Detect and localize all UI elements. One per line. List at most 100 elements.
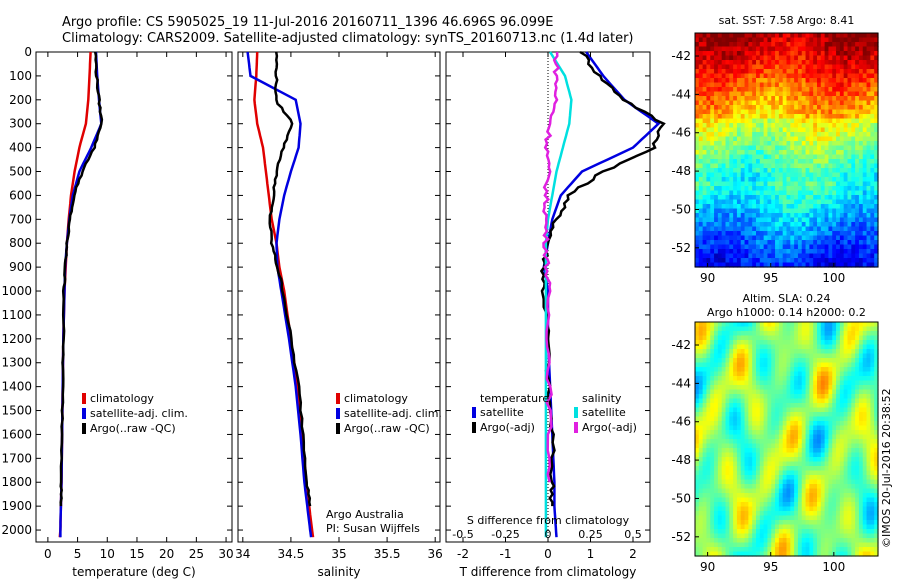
heatmap-cell (790, 520, 795, 526)
heatmap-cell (740, 154, 746, 160)
heatmap-cell (710, 190, 715, 196)
heatmap-cell (809, 51, 814, 57)
heatmap-cell (775, 190, 780, 196)
heatmap-cell (870, 222, 875, 228)
heatmap-cell (855, 394, 860, 400)
heatmap-cell (759, 358, 765, 364)
heatmap-cell (733, 235, 738, 241)
heatmap-cell (744, 547, 749, 553)
heatmap-cell (832, 385, 837, 391)
heatmap-cell (870, 181, 875, 187)
heatmap-cell (839, 37, 845, 43)
heatmap-cell (763, 461, 769, 467)
heatmap-cell (824, 488, 830, 494)
heatmap-cell (778, 141, 784, 147)
heatmap-cell (725, 412, 730, 418)
heatmap-cell (714, 123, 719, 129)
heatmap-cell (717, 258, 723, 264)
heatmap-cell (843, 105, 849, 111)
heatmap-cell (752, 235, 757, 241)
heatmap-cell (786, 520, 791, 526)
heatmap-cell (756, 452, 761, 458)
heatmap-cell (698, 109, 704, 115)
heatmap-cell (702, 33, 708, 39)
heatmap-cell (828, 371, 833, 377)
y-tick-label: -44 (671, 87, 691, 101)
heatmap-cell (759, 466, 765, 472)
heatmap-cell (828, 385, 833, 391)
heatmap-cell (767, 177, 772, 183)
heatmap-cell (775, 141, 780, 147)
heatmap-cell (786, 497, 791, 503)
heatmap-cell (756, 488, 761, 494)
heatmap-cell (725, 457, 730, 463)
heatmap-cell (736, 524, 742, 530)
heatmap-cell (851, 64, 856, 70)
heatmap-cell (725, 172, 730, 178)
heatmap-cell (763, 244, 769, 250)
heatmap-cell (740, 403, 746, 409)
secondary-x-tick-label: -0.5 (452, 528, 473, 541)
heatmap-cell (725, 87, 730, 93)
heatmap-cell (698, 358, 704, 364)
heatmap-cell (832, 190, 837, 196)
heatmap-cell (756, 100, 761, 106)
heatmap-cell (805, 235, 810, 241)
heatmap-cell (809, 177, 814, 183)
heatmap-cell (855, 231, 860, 237)
heatmap-cell (828, 258, 833, 264)
heatmap-cell (847, 118, 852, 124)
heatmap-cell (801, 322, 807, 328)
heatmap-cell (714, 389, 719, 395)
legend-entry: satellite (582, 406, 626, 419)
heatmap-cell (725, 109, 730, 115)
heatmap-cell (847, 358, 852, 364)
heatmap-cell (836, 448, 841, 454)
heatmap-cell (736, 199, 742, 205)
heatmap-cell (702, 376, 708, 382)
heatmap-cell (721, 349, 727, 355)
heatmap-cell (771, 55, 776, 61)
heatmap-cell (797, 159, 803, 165)
heatmap-cell (706, 87, 711, 93)
heatmap-cell (851, 452, 856, 458)
heatmap-cell (805, 231, 810, 237)
heatmap-cell (843, 362, 849, 368)
heatmap-cell (721, 380, 727, 386)
heatmap-cell (740, 461, 746, 467)
heatmap-cell (805, 457, 810, 463)
heatmap-cell (824, 96, 830, 102)
heatmap-cell (820, 213, 826, 219)
heatmap-cell (809, 213, 814, 219)
heatmap-cell (862, 231, 868, 237)
heatmap-cell (839, 132, 845, 138)
heatmap-cell (820, 240, 826, 246)
heatmap-cell (714, 208, 719, 214)
heatmap-cell (771, 244, 776, 250)
heatmap-cell (855, 367, 860, 373)
heatmap-cell (832, 461, 837, 467)
heatmap-cell (828, 353, 833, 359)
heatmap-cell (805, 488, 810, 494)
heatmap-cell (714, 213, 719, 219)
heatmap-cell (698, 326, 704, 332)
heatmap-cell (794, 398, 799, 404)
heatmap-cell (832, 551, 837, 557)
heatmap-cell (874, 172, 879, 178)
heatmap-cell (820, 150, 826, 156)
heatmap-cell (763, 96, 769, 102)
heatmap-cell (843, 412, 849, 418)
heatmap-cell (748, 416, 753, 422)
heatmap-cell (729, 105, 734, 111)
heatmap-cell (855, 475, 860, 481)
heatmap-cell (740, 326, 746, 332)
heatmap-cell (801, 551, 807, 557)
heatmap-cell (744, 376, 749, 382)
heatmap-cell (714, 114, 719, 120)
heatmap-cell (725, 118, 730, 124)
heatmap-cell (839, 249, 845, 255)
heatmap-cell (855, 190, 860, 196)
heatmap-cell (851, 331, 856, 337)
heatmap-cell (736, 529, 742, 535)
heatmap-cell (874, 195, 879, 201)
